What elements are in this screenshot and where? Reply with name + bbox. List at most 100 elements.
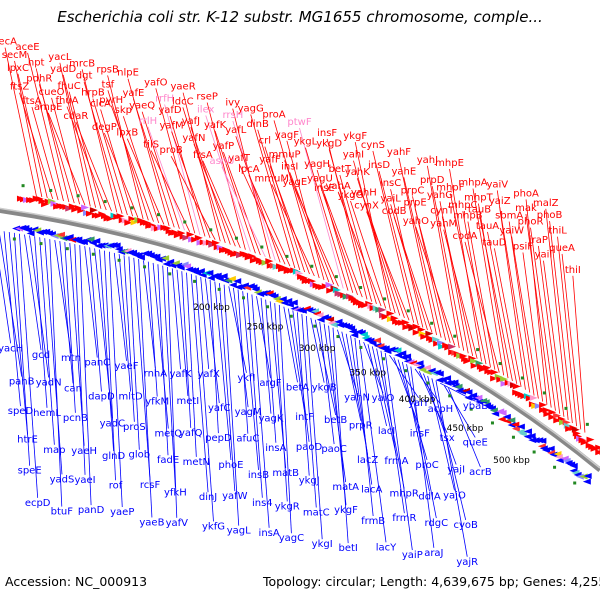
kbp-tick-label: 500 kbp — [493, 456, 530, 466]
forward-label-line — [170, 156, 216, 240]
forward-label-line — [289, 172, 335, 285]
reverse-gene-label: insA — [265, 443, 286, 454]
reverse-feature — [56, 231, 65, 238]
reverse-gene-label: can — [64, 383, 82, 394]
forward-label-line — [319, 184, 358, 296]
reverse-feature — [65, 234, 74, 241]
forward-label-line — [525, 199, 548, 405]
reverse-label-line — [292, 310, 310, 442]
reverse-label-line — [384, 352, 413, 551]
forward-feature — [216, 244, 225, 251]
forward-feature — [142, 219, 151, 226]
reverse-feature — [359, 331, 368, 338]
reverse-gene-label: yaeB — [139, 517, 164, 528]
reverse-feature — [136, 254, 145, 261]
reverse-gene-label: proS — [123, 422, 146, 433]
forward-gene-label: rseP — [196, 92, 218, 103]
forward-label-line — [398, 157, 437, 336]
tick-mark — [260, 245, 264, 249]
forward-feature — [194, 234, 203, 241]
reverse-gene-label: mtn — [61, 353, 81, 364]
reverse-gene-label: betI — [338, 543, 357, 554]
tick-mark — [193, 279, 197, 283]
reverse-label-line — [301, 314, 317, 508]
reverse-feature — [334, 318, 343, 325]
forward-gene-label: dgt — [76, 71, 93, 82]
reverse-label-line — [274, 303, 288, 502]
forward-feature — [470, 362, 479, 369]
forward-gene-label: yafT — [228, 153, 251, 164]
forward-feature — [548, 409, 557, 416]
forward-label-line — [549, 221, 573, 424]
reverse-gene-label: yaeF — [115, 361, 139, 372]
tick-mark — [469, 407, 473, 411]
reverse-gene-label: ykgR — [275, 501, 300, 512]
forward-feature — [38, 198, 47, 205]
reverse-gene-label: yajO — [443, 490, 466, 501]
reverse-gene-label: yagM — [235, 407, 262, 418]
reverse-label-line — [104, 250, 116, 481]
forward-feature — [186, 231, 195, 238]
forward-label-line — [545, 208, 569, 420]
chromosome-backbone — [0, 207, 600, 472]
reverse-gene-label: yadC — [100, 418, 125, 429]
reverse-feature — [26, 230, 35, 237]
reverse-gene-label: yajR — [456, 557, 478, 568]
reverse-feature — [315, 312, 324, 319]
forward-gene-label: insI — [281, 161, 298, 172]
reverse-gene-label: ykfI — [237, 373, 255, 384]
reverse-label-line — [176, 269, 189, 396]
forward-gene-label: yaeQ — [129, 101, 155, 112]
tick-mark — [117, 258, 121, 262]
reverse-feature — [215, 275, 224, 282]
reverse-label-line — [256, 296, 271, 379]
reverse-label-line — [24, 234, 42, 351]
forward-label-line — [339, 174, 377, 304]
forward-label-line — [462, 211, 491, 367]
reverse-label-line — [13, 232, 31, 466]
reverse-gene-label: pepD — [205, 433, 232, 444]
forward-gene-label: tauB — [468, 205, 491, 216]
reverse-feature — [464, 394, 473, 401]
reverse-gene-label: paoD — [296, 442, 323, 453]
tick-mark — [564, 406, 568, 410]
forward-gene-label: thiI — [565, 265, 581, 276]
reverse-feature — [498, 409, 507, 416]
tick-mark — [91, 252, 95, 256]
forward-gene-label: yahM — [430, 219, 457, 230]
reverse-gene-label: yagL — [227, 526, 251, 537]
forward-label-line — [378, 171, 419, 326]
forward-feature — [448, 343, 457, 350]
forward-gene-label: queA — [549, 243, 575, 254]
reverse-gene-label: metN — [183, 457, 210, 468]
forward-gene-label: phoR — [518, 217, 544, 228]
tick-mark — [336, 335, 340, 339]
reverse-label-line — [358, 339, 387, 543]
forward-gene-label: yaeR — [171, 82, 196, 93]
forward-feature — [463, 358, 472, 365]
forward-gene-label: sbmA — [495, 211, 523, 222]
forward-feature — [326, 287, 335, 294]
forward-gene-label: tilS — [143, 140, 159, 151]
reverse-label-line — [167, 266, 178, 518]
forward-gene-label: insF — [317, 128, 337, 139]
tick-mark — [490, 421, 494, 425]
forward-feature — [580, 439, 589, 446]
forward-feature — [148, 222, 157, 229]
reverse-gene-label: yadS — [50, 474, 75, 485]
forward-feature — [281, 265, 290, 272]
forward-label-line — [525, 213, 552, 408]
forward-gene-label: yafP — [213, 141, 235, 152]
forward-label-line — [31, 106, 59, 201]
reverse-gene-label: speD — [8, 406, 34, 417]
tick-mark — [21, 184, 25, 188]
forward-gene-label: mrcB — [69, 58, 95, 69]
tick-mark — [498, 362, 502, 366]
tick-mark — [532, 450, 536, 454]
forward-gene-label: thiL — [548, 226, 567, 237]
reverse-gene-label: lacI — [378, 426, 395, 437]
coordinate-ticks: 200 kbp 250 kbp 300 kbp 350 kbp 400 kbp 450 k… — [193, 303, 530, 466]
reverse-feature — [289, 299, 298, 306]
reverse-feature — [196, 268, 205, 275]
reverse-gene-label: yagC — [279, 533, 304, 544]
